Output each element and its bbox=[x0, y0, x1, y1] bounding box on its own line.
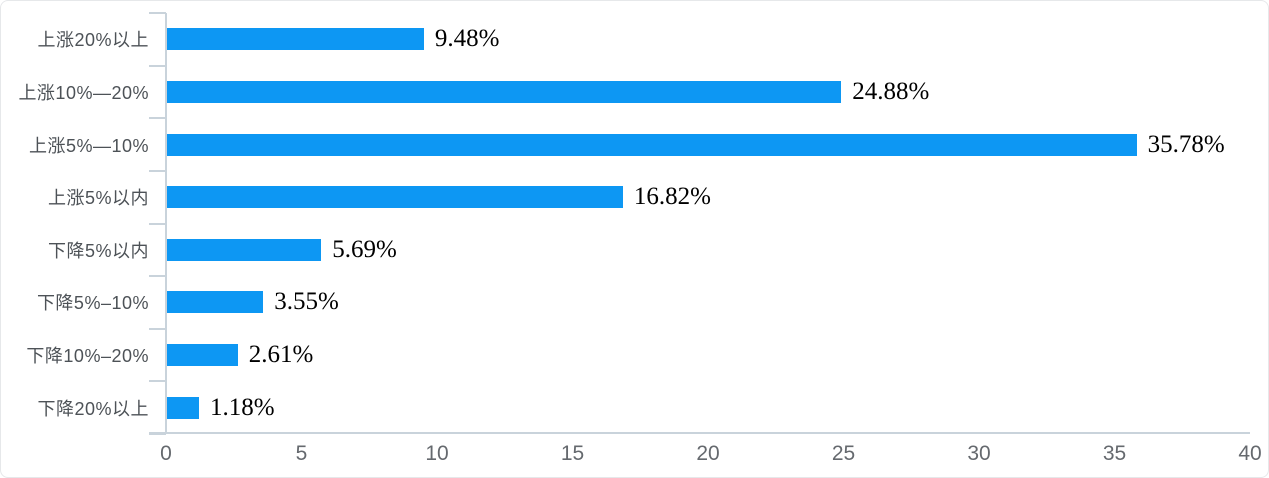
value-label: 3.55% bbox=[274, 288, 339, 316]
bar bbox=[167, 344, 238, 367]
bar-row: 上涨5%—10% 35.78% bbox=[1, 118, 1268, 171]
category-label: 下降20%以上 bbox=[37, 398, 149, 419]
x-axis-tick-label: 15 bbox=[560, 442, 585, 465]
category-tick-mark bbox=[149, 117, 166, 120]
value-label: 9.48% bbox=[434, 25, 500, 53]
bar-row: 下降20%以上 1.18% bbox=[1, 381, 1268, 434]
category-tick-mark bbox=[149, 433, 166, 435]
bar-row: 下降5%–10% 3.55% bbox=[1, 276, 1268, 329]
category-label: 上涨20%以上 bbox=[37, 30, 149, 51]
category-tick-mark bbox=[149, 12, 166, 14]
bar bbox=[167, 186, 623, 209]
bar bbox=[167, 291, 264, 314]
category-label: 上涨5%—10% bbox=[28, 135, 149, 156]
x-axis-tick-label: 5 bbox=[295, 442, 308, 465]
bar bbox=[167, 80, 842, 103]
x-axis-tick-label: 20 bbox=[696, 442, 720, 465]
bar bbox=[167, 28, 424, 51]
x-axis-tick-label: 30 bbox=[967, 442, 991, 465]
category-tick-mark bbox=[149, 327, 166, 330]
value-label: 35.78% bbox=[1147, 130, 1225, 158]
category-tick-mark bbox=[149, 222, 166, 225]
x-axis-tick-label: 0 bbox=[160, 442, 172, 465]
value-label: 2.61% bbox=[248, 341, 314, 369]
x-axis-tick-label: 35 bbox=[1102, 442, 1127, 465]
category-tick-mark bbox=[149, 275, 166, 278]
bar-row: 下降10%–20% 2.61% bbox=[1, 329, 1268, 382]
bar bbox=[167, 396, 199, 419]
bar-row: 上涨5%以内 16.82% bbox=[1, 171, 1268, 224]
x-axis-tick-label: 10 bbox=[425, 442, 449, 465]
category-label: 下降5%以内 bbox=[47, 240, 149, 261]
x-axis-tick-label: 25 bbox=[831, 442, 856, 465]
bar-row: 下降5%以内 5.69% bbox=[1, 224, 1268, 277]
category-tick-mark bbox=[149, 169, 166, 172]
bar-row: 上涨20%以上 9.48% bbox=[1, 13, 1268, 66]
category-label: 上涨10%—20% bbox=[18, 82, 149, 103]
category-tick-mark bbox=[149, 64, 166, 67]
x-axis-line bbox=[149, 432, 1250, 434]
value-label: 16.82% bbox=[633, 183, 711, 211]
bar bbox=[167, 133, 1137, 156]
value-label: 5.69% bbox=[332, 235, 397, 263]
category-tick-mark bbox=[149, 380, 166, 383]
value-label: 24.88% bbox=[852, 77, 930, 105]
bar bbox=[167, 238, 322, 261]
value-label: 1.18% bbox=[209, 393, 275, 421]
category-label: 下降5%–10% bbox=[36, 293, 149, 314]
bar-row: 上涨10%—20% 24.88% bbox=[1, 66, 1268, 119]
category-label: 上涨5%以内 bbox=[47, 188, 149, 209]
category-label: 下降10%–20% bbox=[26, 346, 149, 367]
x-axis-tick-label: 40 bbox=[1238, 442, 1262, 465]
category-axis-line bbox=[165, 13, 167, 434]
